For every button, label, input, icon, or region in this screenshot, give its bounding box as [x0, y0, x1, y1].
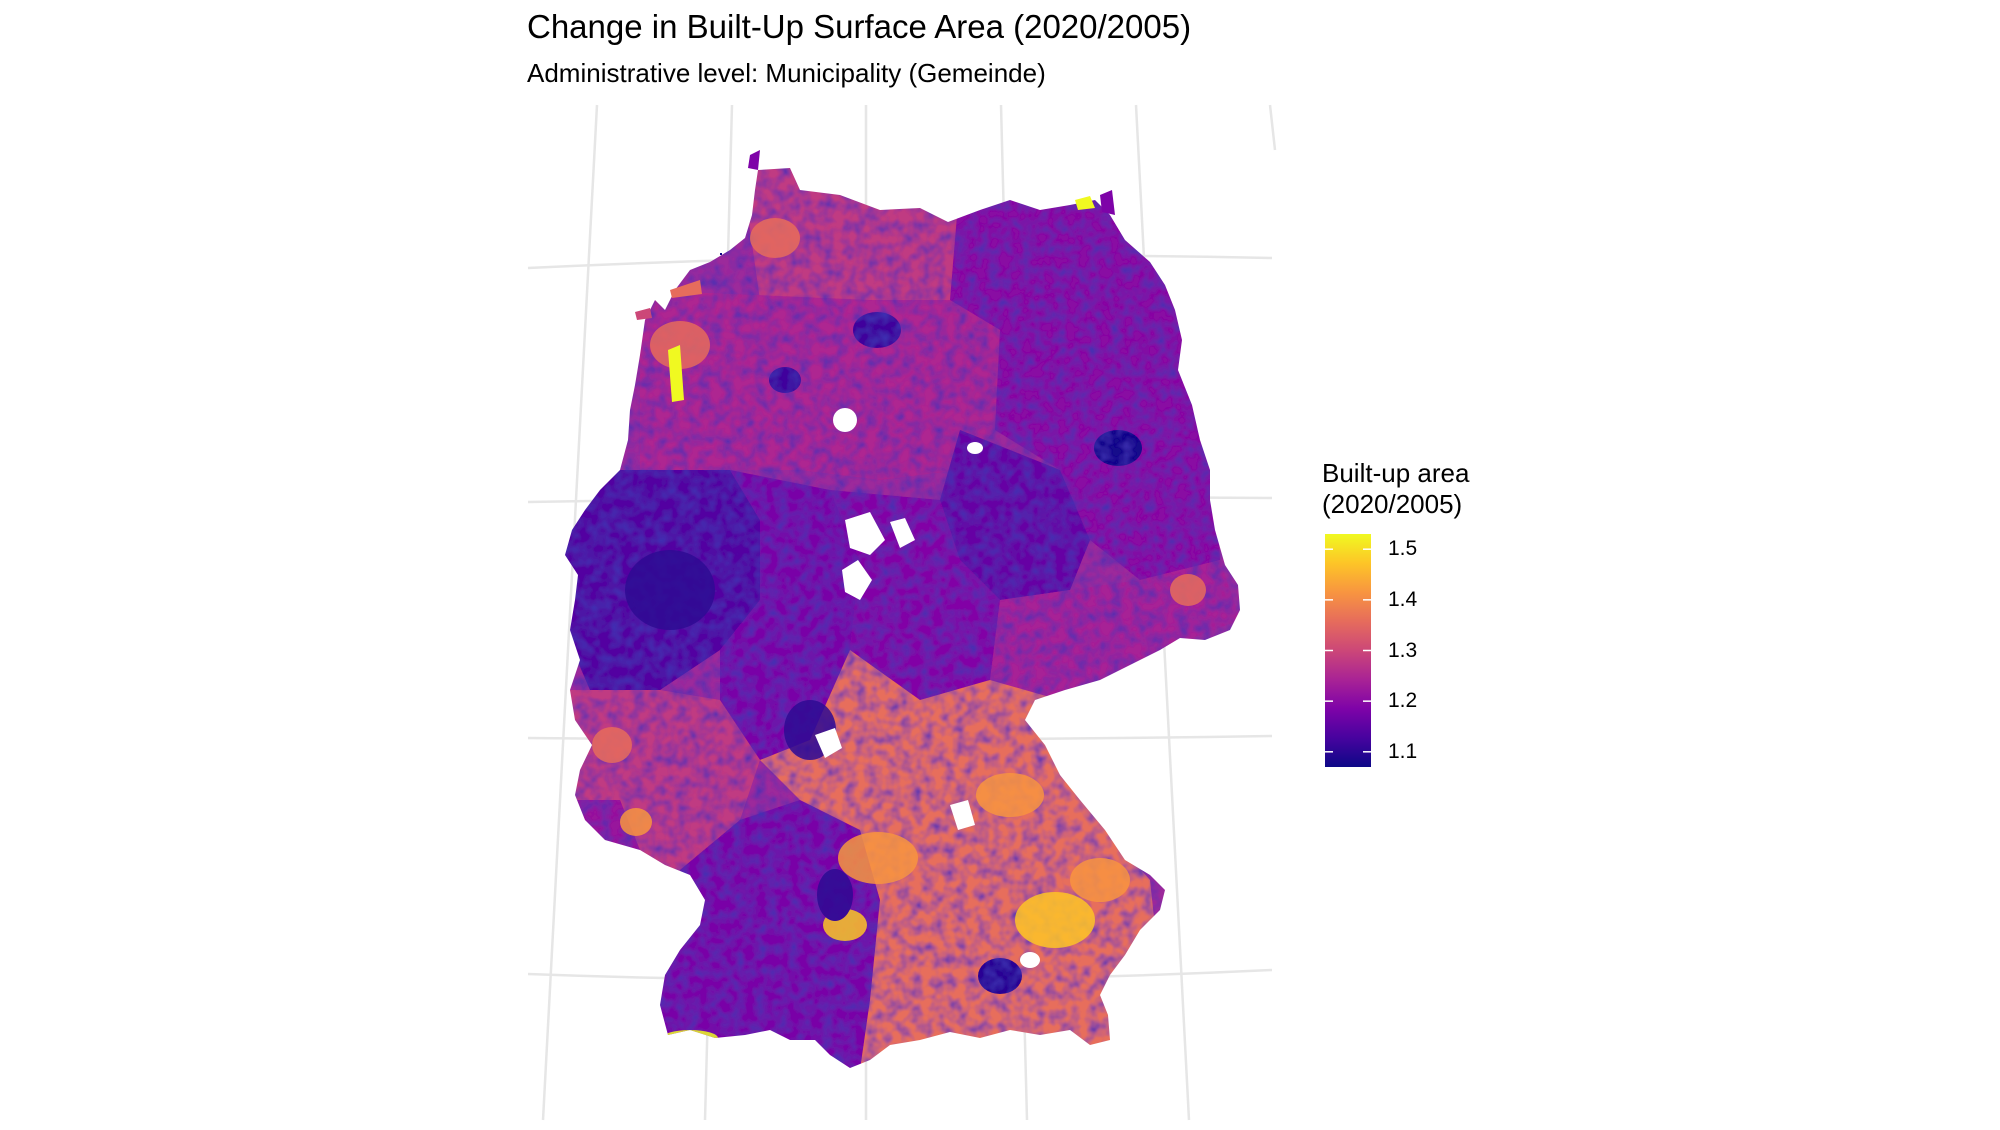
- legend-tick-label: 1.2: [1388, 689, 1418, 713]
- region-niedersachsen: [640, 290, 1000, 480]
- legend-title-line1: Built-up area: [1322, 458, 1470, 488]
- region-sachsen-anhalt: [940, 430, 1090, 600]
- region-hamburg: [853, 312, 901, 348]
- map-subtitle: Administrative level: Municipality (Geme…: [527, 58, 1046, 88]
- region-berlin: [1094, 430, 1142, 466]
- region-bremen: [769, 367, 801, 393]
- legend-tick-label: 1.4: [1388, 587, 1418, 611]
- legend: Built-up area (2020/2005) 1.5 1.4 1.3 1.2 1.…: [1322, 458, 1562, 778]
- no-data-areas: [815, 408, 1040, 968]
- legend-tick-label: 1.5: [1388, 537, 1418, 561]
- graticule-meridian: [1268, 104, 1277, 151]
- map-title: Change in Built-Up Surface Area (2020/20…: [527, 8, 1192, 45]
- legend-title: Built-up area (2020/2005): [1322, 458, 1469, 520]
- region-hessen: [720, 470, 860, 760]
- legend-tick-label: 1.1: [1388, 739, 1418, 763]
- region-muenchen: [978, 958, 1022, 994]
- legend-title-line2: (2020/2005): [1322, 489, 1463, 519]
- graticule-meridian: [541, 104, 599, 1121]
- legend-colorbar: [1325, 534, 1371, 767]
- legend-tick-label: 1.3: [1388, 638, 1418, 662]
- region-baden-wuerttemberg: [660, 800, 880, 1068]
- islands: [635, 150, 1115, 402]
